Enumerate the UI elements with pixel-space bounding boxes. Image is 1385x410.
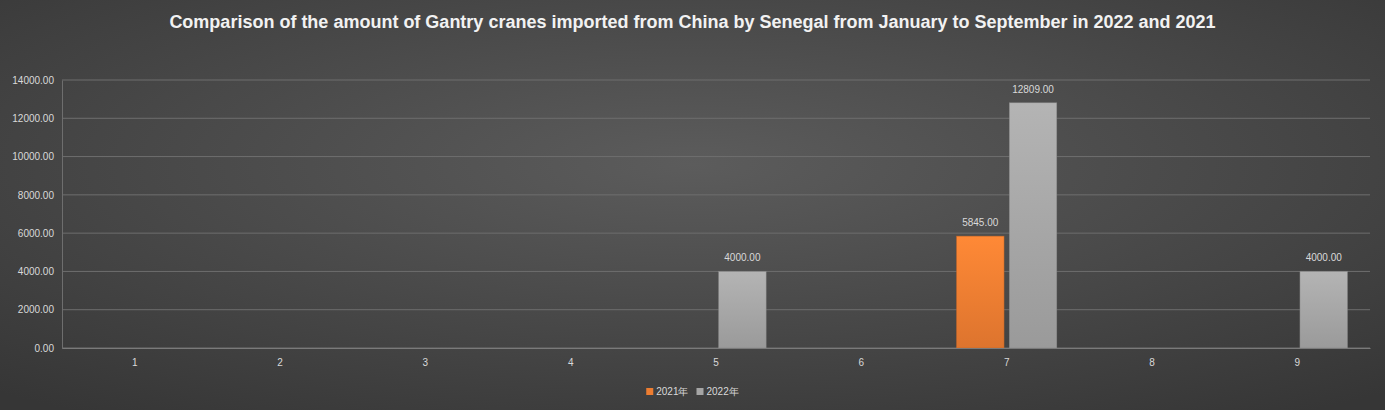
grid-line: [62, 118, 1370, 119]
x-tick-label: 8: [1149, 357, 1155, 368]
bar: [719, 271, 767, 348]
y-tick: 6000.00: [18, 228, 62, 239]
grid-line: [62, 194, 1370, 195]
y-tick-label: 6000.00: [18, 228, 55, 239]
y-tick-label: 0.00: [35, 343, 55, 354]
title: Comparison of the amount of Gantry crane…: [169, 12, 1215, 32]
x-tick: 5: [713, 348, 719, 368]
y-tick-label: 4000.00: [18, 266, 55, 277]
bar: [1009, 103, 1057, 348]
background: [0, 0, 1385, 410]
grid: [62, 80, 1370, 348]
x-tick: 4: [568, 348, 574, 368]
y-tick: 0.00: [35, 343, 62, 354]
y-tick: 4000.00: [18, 266, 62, 277]
grid-line: [62, 271, 1370, 272]
y-tick-label: 8000.00: [18, 190, 55, 201]
data-label: 4000.00: [1306, 252, 1343, 263]
x-axis-line: [63, 348, 1371, 349]
legend: 2021年 2022年: [646, 386, 739, 397]
x-tick: 2: [277, 348, 283, 368]
x-tick-label: 2: [277, 357, 283, 368]
x-tick-label: 7: [1004, 357, 1010, 368]
x-tick-label: 5: [713, 357, 719, 368]
x-tick-label: 9: [1295, 357, 1301, 368]
x-tick-label: 1: [132, 357, 138, 368]
legend-item: 2022年: [697, 386, 739, 397]
x-tick-label: 4: [568, 357, 574, 368]
x-tick: 1: [132, 348, 138, 368]
legend-label: 2022年: [707, 386, 739, 397]
y-tick: 14000.00: [12, 75, 62, 86]
bars: [719, 103, 1348, 348]
data-labels: 5845.00 4000.00 12809.00 4000.00: [724, 84, 1342, 264]
grid-line: [62, 80, 1370, 81]
chart: Comparison of the amount of Gantry crane…: [0, 0, 1385, 410]
y-tick: 10000.00: [12, 151, 62, 162]
y-axis: 0.00 2000.00 4000.00 6000.00 8000.00 10000.00…: [12, 75, 62, 354]
x-tick: 3: [423, 348, 429, 368]
x-tick-label: 6: [859, 357, 865, 368]
x-tick: 9: [1295, 348, 1301, 368]
x-tick: 7: [1004, 348, 1010, 368]
y-tick-label: 14000.00: [12, 75, 54, 86]
grid-line: [62, 233, 1370, 234]
legend-label: 2021年: [656, 386, 688, 397]
grid-line: [62, 348, 1370, 349]
grid-line: [62, 309, 1370, 310]
y-axis-line: [62, 81, 63, 349]
bar: [957, 236, 1005, 348]
y-tick: 8000.00: [18, 190, 62, 201]
x-axis: 1 2 3 4 5 6 7 8 9: [63, 348, 1371, 368]
x-tick-label: 3: [423, 357, 429, 368]
y-tick: 2000.00: [18, 304, 62, 315]
legend-item: 2021年: [646, 386, 688, 397]
title-line: Comparison of the amount of Gantry crane…: [169, 12, 1215, 32]
x-tick: 8: [1149, 348, 1155, 368]
x-tick: 6: [859, 348, 865, 368]
legend-swatch: [646, 388, 653, 395]
y-tick-label: 10000.00: [12, 151, 54, 162]
bar: [1300, 271, 1348, 348]
grid-line: [62, 156, 1370, 157]
y-tick: 12000.00: [12, 113, 62, 124]
data-label: 5845.00: [962, 217, 999, 228]
y-tick-label: 2000.00: [18, 304, 55, 315]
legend-swatch: [697, 388, 704, 395]
data-label: 4000.00: [724, 252, 761, 263]
data-label: 12809.00: [1012, 84, 1054, 95]
y-tick-label: 12000.00: [12, 113, 54, 124]
